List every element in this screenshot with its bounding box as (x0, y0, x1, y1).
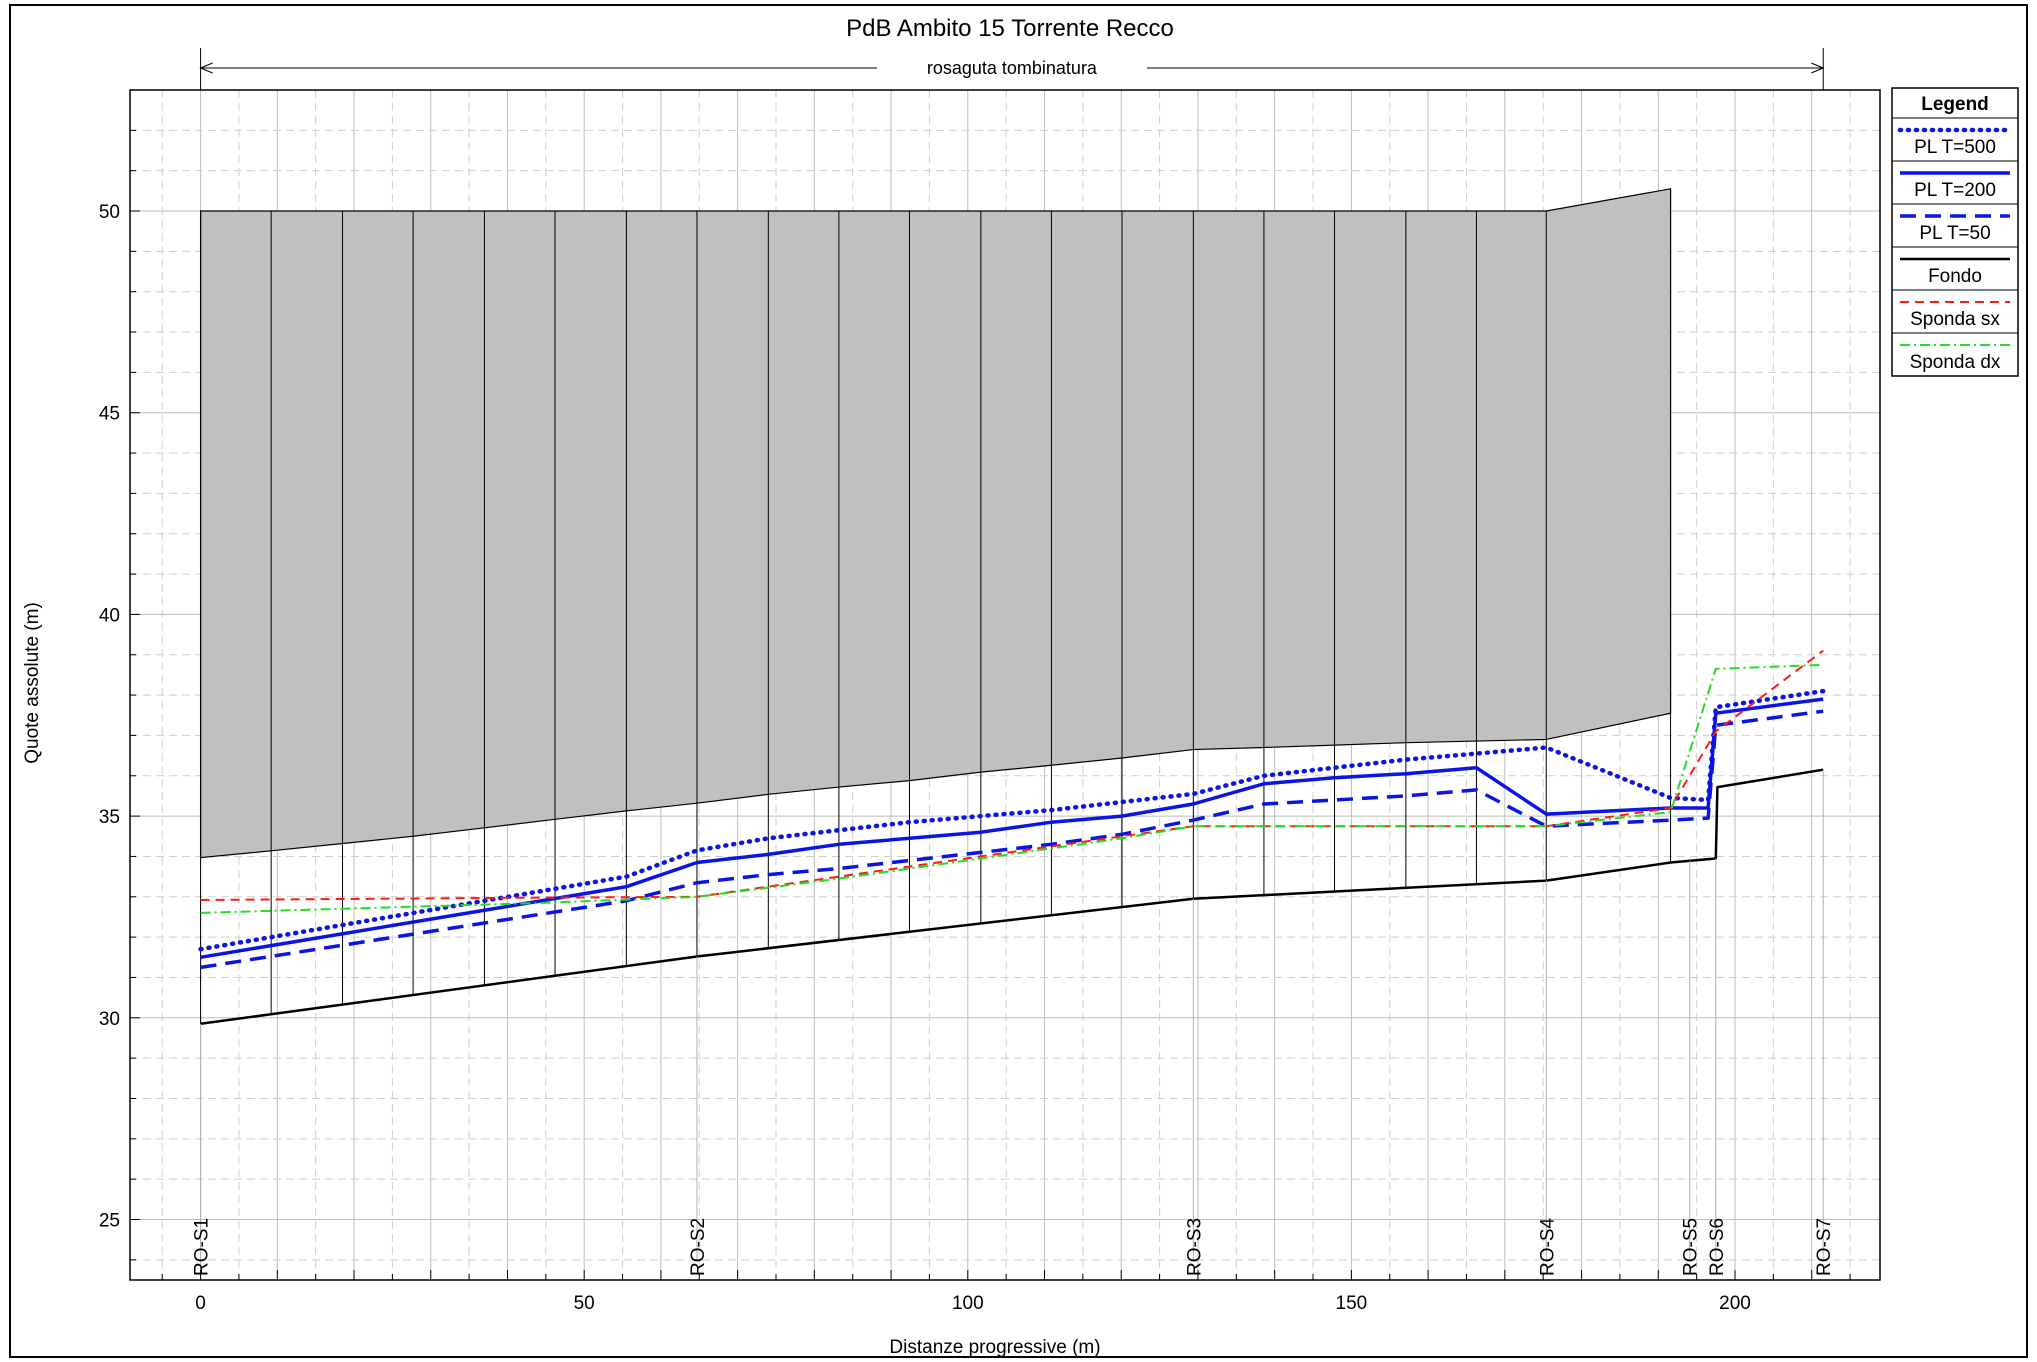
section-label: RO-S7 (1814, 1218, 1835, 1276)
section-label: RO-S3 (1184, 1218, 1205, 1276)
plot-area-frame (129, 89, 1881, 1281)
legend: Legend PL T=500 PL T=200 PL T=50 Fondo Sponda… (1891, 87, 2019, 377)
section-label: RO-S1 (192, 1218, 213, 1276)
y-tick-label: 40 (99, 605, 120, 626)
x-tick-label: 200 (1719, 1293, 1751, 1314)
annotation-label: rosaguta tombinatura (927, 58, 1098, 78)
series-line-0 (198, 688, 1826, 952)
series-line-4 (200, 649, 1824, 901)
section-label: RO-S2 (688, 1218, 709, 1276)
series-line-5 (200, 663, 1824, 914)
legend-title: Legend (1921, 94, 1989, 115)
legend-label: PL T=50 (1919, 223, 1990, 244)
section-label: RO-S4 (1537, 1217, 1558, 1276)
series-line-3 (200, 768, 1824, 1026)
y-tick-label: 50 (99, 202, 120, 223)
axes: 0 50 100 150 200 25 30 35 40 45 50 (99, 89, 1851, 1314)
annotation-arrow-right (1811, 62, 1825, 74)
series-group (198, 649, 1826, 1026)
section-labels: RO-S1 RO-S2 RO-S3 RO-S4 RO-S5 RO-S6 RO-S7 (192, 769, 1835, 1276)
x-tick-label: 0 (195, 1293, 206, 1314)
culvert-group (199, 188, 1672, 1024)
annotation-arrow-left (199, 62, 213, 74)
legend-label: Sponda sx (1910, 309, 2000, 330)
x-axis-label: Distanze progressive (m) (889, 1337, 1100, 1358)
y-tick-label: 35 (99, 807, 120, 828)
y-tick-label: 25 (99, 1210, 120, 1231)
chart-title: PdB Ambito 15 Torrente Recco (846, 15, 1174, 42)
y-axis-label: Quote assolute (m) (22, 602, 43, 764)
x-tick-label: 50 (574, 1293, 595, 1314)
y-tick-label: 30 (99, 1009, 120, 1030)
series-line-2 (200, 709, 1824, 970)
section-label: RO-S6 (1707, 1218, 1728, 1276)
y-tick-label: 45 (99, 404, 120, 425)
legend-label: PL T=500 (1914, 137, 1996, 158)
legend-label: PL T=200 (1914, 180, 1996, 201)
legend-box (1891, 87, 2019, 377)
x-tick-label: 150 (1336, 1293, 1368, 1314)
x-tick-label: 100 (952, 1293, 984, 1314)
annotation-group: rosaguta tombinatura (199, 48, 1825, 90)
section-label: RO-S5 (1681, 1218, 1702, 1276)
legend-label: Fondo (1928, 266, 1982, 287)
legend-label: Sponda dx (1910, 352, 2001, 373)
